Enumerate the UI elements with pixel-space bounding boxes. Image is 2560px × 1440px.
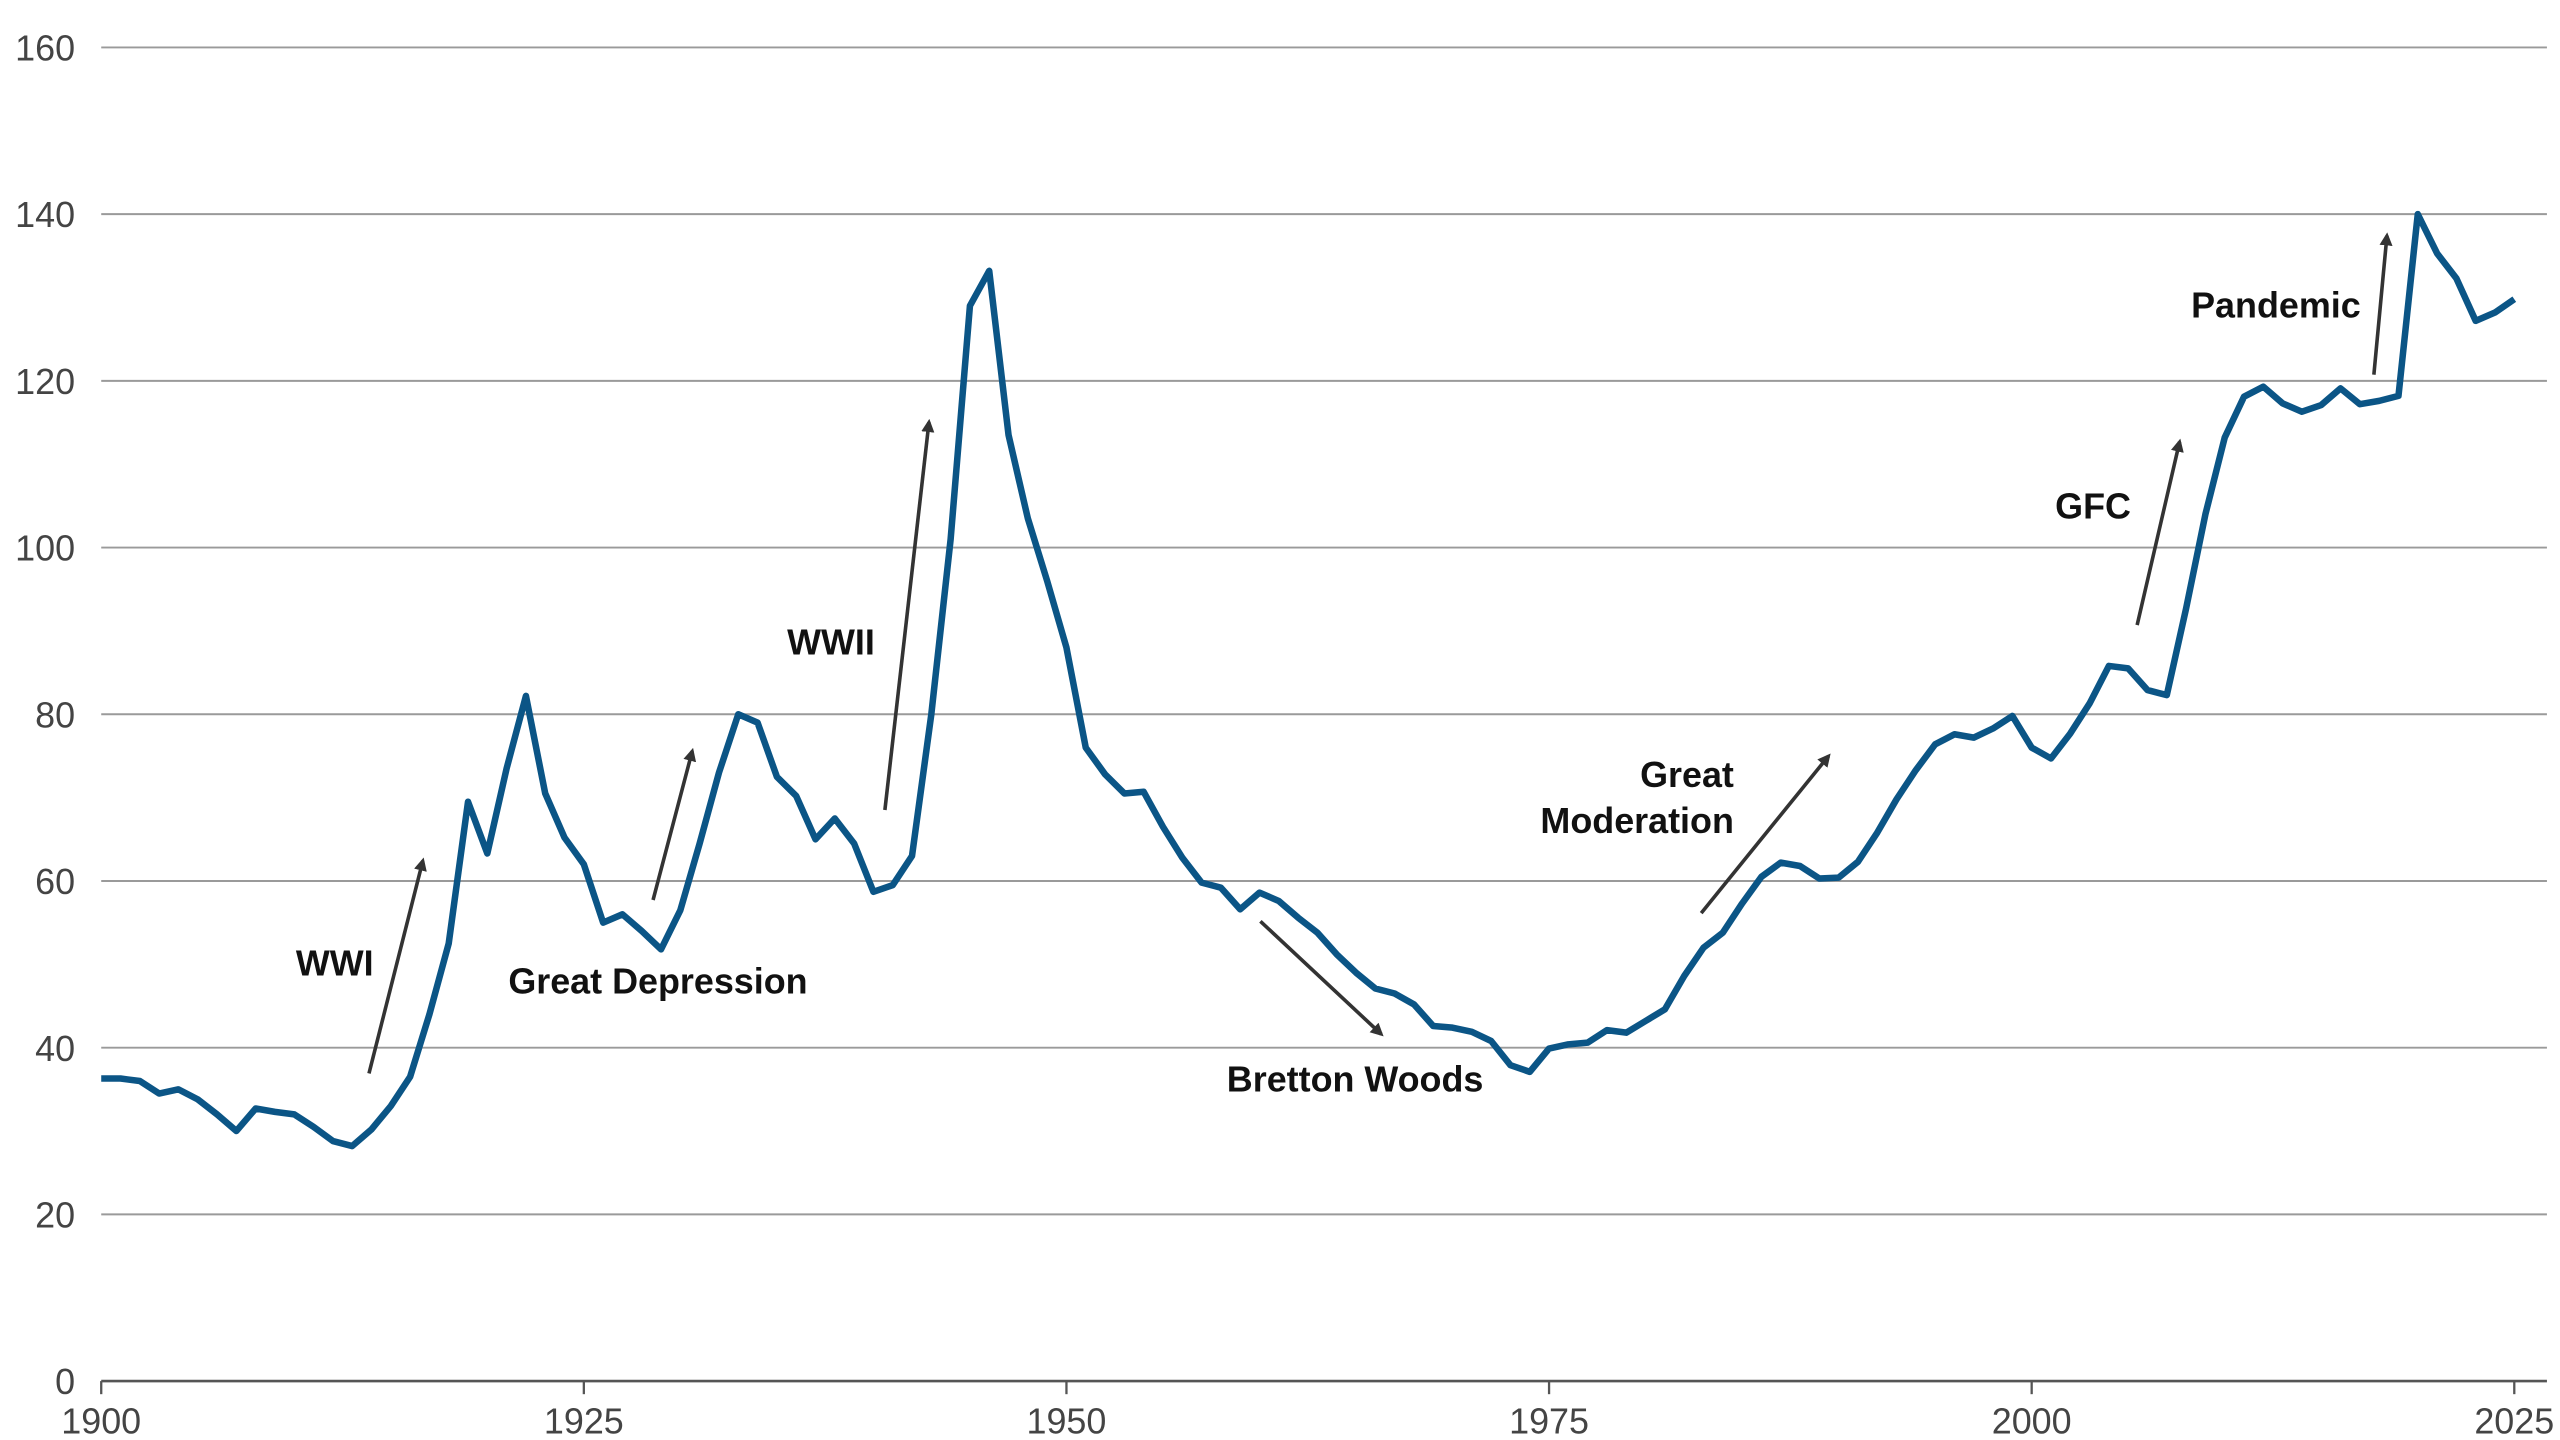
x-tick-label: 2025 [2474,1400,2554,1440]
annotation: GFC [2055,486,2131,527]
arrow [2372,232,2393,375]
arrow [367,857,427,1074]
arrow [651,747,697,901]
y-tick-label: 120 [15,361,75,402]
annotation: Moderation [1540,800,1733,841]
arrow [883,418,935,811]
y-tick-label: 60 [35,861,75,902]
annotation: Bretton Woods [1227,1058,1484,1099]
x-tick-label: 1925 [544,1400,624,1440]
y-tick-label: 160 [15,28,75,69]
annotation: Great [1640,754,1734,795]
arrow [1699,753,1831,915]
grid [100,46,2547,1395]
arrow [1259,919,1384,1037]
x-tick-label: 1950 [1027,1400,1107,1440]
x-tick-label: 1900 [61,1400,141,1440]
annotation: WWI [296,942,374,983]
y-tick-label: 40 [35,1028,75,1069]
y-tick-label: 20 [35,1194,75,1235]
x-tick-label: 2000 [1992,1400,2072,1440]
y-tick-label: 140 [15,194,75,235]
y-tick-label: 0 [55,1361,75,1402]
annotation: Pandemic [2191,284,2361,325]
y-tick-label: 100 [15,528,75,569]
arrow [2135,438,2184,626]
data-line [101,210,2517,1150]
x-tick-label: 1975 [1509,1400,1589,1440]
y-tick-label: 80 [35,694,75,735]
annotation: WWII [787,622,875,663]
annotations: WWI Great Depression WWII Bretton Woods … [296,232,2393,1099]
annotation: Great Depression [508,960,807,1001]
